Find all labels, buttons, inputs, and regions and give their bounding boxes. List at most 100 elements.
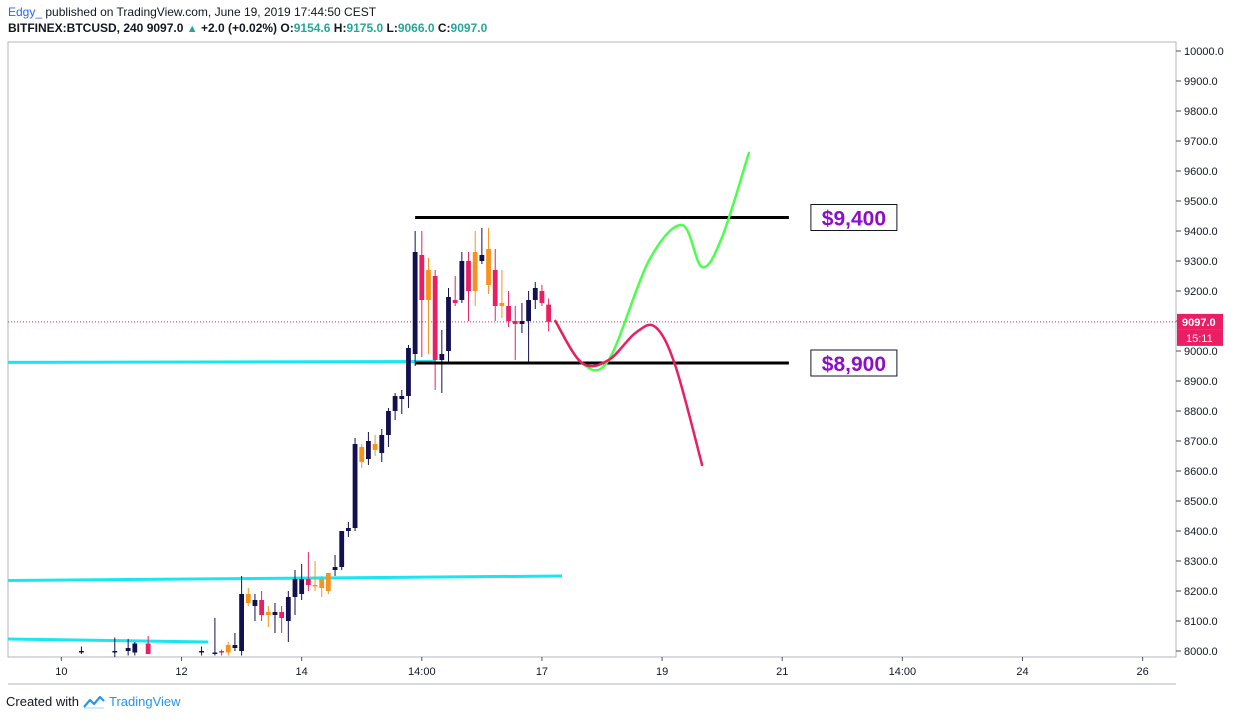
candle [419,231,425,357]
publish-info: published on TradingView.com, June 19, 2… [45,5,377,19]
y-tick-label: 9600.0 [1184,166,1218,178]
y-tick-label: 8900.0 [1184,376,1218,388]
candle-body [239,594,245,651]
candle-body [432,276,438,360]
candle [386,408,391,447]
candle-body [512,321,518,324]
candle-body [406,348,411,396]
y-tick-label: 10000.0 [1184,46,1224,58]
candle-body [452,300,458,303]
candle-body [532,288,538,300]
candle [339,531,345,570]
candle-body [292,579,298,597]
y-tick-label: 8800.0 [1184,406,1218,418]
y-tick-label: 8400.0 [1184,526,1218,538]
support-line [7,360,436,364]
y-tick-label: 9700.0 [1184,136,1218,148]
low-value: 9066.0 [397,21,435,35]
candle [479,228,485,264]
open-label: O: [280,21,294,35]
level-label: $9,400 [822,208,886,231]
x-tick-label: 14:00 [889,666,917,678]
x-tick-label: 17 [536,666,548,678]
candle-body [479,255,485,261]
candle [305,552,311,591]
high-value: 9175.0 [346,21,384,35]
candle-body [419,255,425,300]
level-label: $8,900 [822,353,886,376]
candle-body [112,651,118,653]
candle [539,285,545,306]
candle [486,228,491,294]
candle-body [212,652,218,654]
candle [239,576,245,656]
candle [285,591,291,642]
candle-body [546,304,552,322]
candle [345,522,351,537]
candle-body [359,447,365,462]
candle [459,252,465,303]
candle-body [426,270,431,300]
candle [446,288,451,363]
candle-body [259,600,265,615]
candle [312,561,318,591]
candle [472,231,478,306]
candle-body [325,573,331,591]
countdown-tag [1177,329,1223,346]
candle [519,303,525,333]
candle-body [279,612,285,618]
x-tick-label: 10 [55,666,67,678]
y-tick-label: 8700.0 [1184,436,1218,448]
candle [112,637,118,657]
candle [499,270,505,318]
candle [332,555,338,576]
candle-body [252,600,258,606]
candle-body [132,643,138,653]
candle-body [225,645,231,653]
candle [506,291,511,327]
candle [79,646,84,654]
candle [125,639,131,656]
candle-body [332,567,338,570]
chart-header: Edgy_ published on TradingView.com, June… [8,4,487,37]
candle [359,444,365,468]
y-tick-label: 9800.0 [1184,106,1218,118]
candle [232,633,238,651]
candle-body [466,261,471,291]
candle [532,282,538,309]
candle [145,636,151,654]
current-price-tag-label: 9097.0 [1182,317,1216,329]
candle-body [392,396,398,411]
candle-body [506,306,511,321]
candle-body [345,528,351,531]
candle [372,435,378,456]
candle-body [446,297,451,351]
level-label-box [810,349,898,377]
last-price: 9097.0 [146,21,184,35]
open-value: 9154.6 [293,21,331,35]
candle [352,438,358,531]
candle-body [366,441,371,459]
candle-body [272,612,278,615]
candle [379,429,385,462]
author-link[interactable]: Edgy_ [8,5,43,19]
y-tick-label: 8500.0 [1184,496,1218,508]
candle-body [232,645,238,648]
ohlc-line: BITFINEX:BTCUSD, 240 9097.0 ▲ +2.0 (+0.0… [8,20,487,37]
candle-body [145,643,151,654]
tradingview-brand[interactable]: TradingView [108,694,181,709]
candle-body [319,579,325,588]
candle [319,576,325,597]
candle [392,393,398,420]
candle [526,291,531,363]
close-label: C: [437,21,451,35]
y-tick-label: 9500.0 [1184,196,1218,208]
candle-body [459,261,465,300]
candle-body [299,579,305,594]
countdown-tag-label: 15:11 [1186,333,1213,345]
candle-body [305,579,311,585]
candle [265,606,271,627]
candle [325,573,331,594]
candle [546,298,552,332]
